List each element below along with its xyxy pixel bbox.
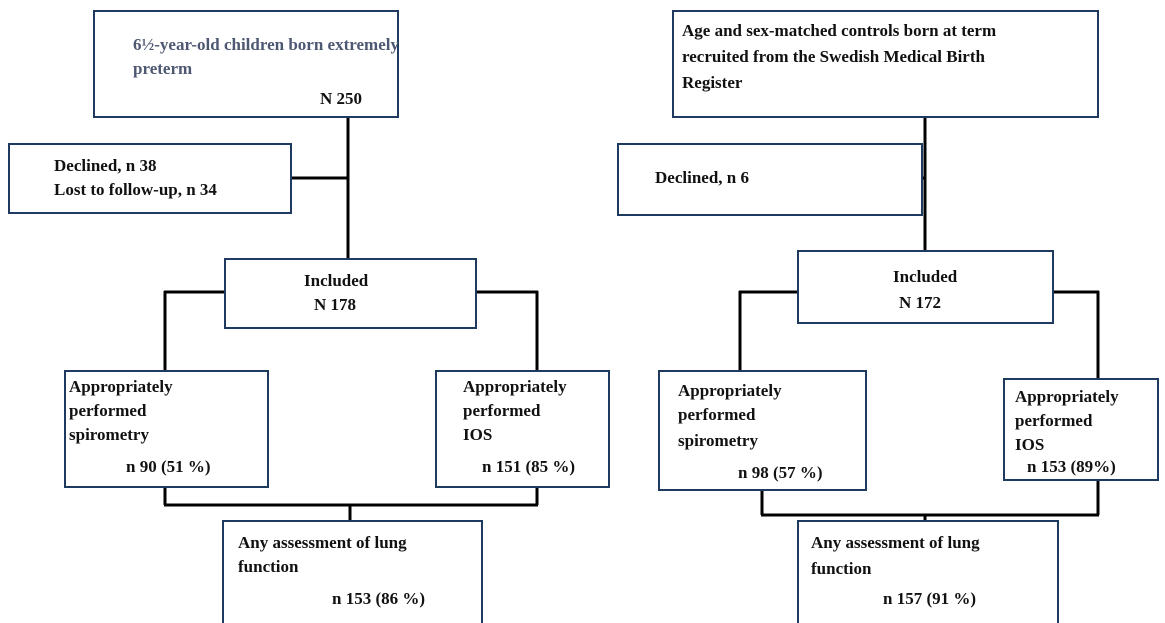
declined-box: Declined, n 6 <box>617 143 923 216</box>
box-text: Age and sex-matched controls born at ter… <box>682 21 997 40</box>
box-text: Declined, n 6 <box>655 168 749 187</box>
box-text: spirometry <box>69 425 149 444</box>
spirometry-box: Appropriately performed spirometry n 90 … <box>64 370 269 488</box>
box-text: performed <box>69 401 147 420</box>
box-text: Included <box>893 267 958 286</box>
ios-box: Appropriately performed IOS n 153 (89%) <box>1003 378 1159 481</box>
box-text: Lost to follow-up, n 34 <box>54 180 217 199</box>
declined-box: Declined, n 38 Lost to follow-up, n 34 <box>8 143 292 214</box>
box-text: Declined, n 38 <box>54 156 157 175</box>
box-text: performed <box>678 405 756 424</box>
box-text: n 151 (85 %) <box>482 457 576 476</box>
box-text: IOS <box>463 425 493 444</box>
box-text: n 90 (51 %) <box>126 457 211 476</box>
box-text: Appropriately <box>678 381 782 400</box>
box-text: function <box>238 557 299 576</box>
any-box: Any assessment of lung function n 157 (9… <box>797 520 1059 623</box>
ios-box: Appropriately performed IOS n 151 (85 %) <box>435 370 610 488</box>
box-text: spirometry <box>678 431 758 450</box>
box-text: Any assessment of lung <box>238 533 407 552</box>
box-text: N 172 <box>899 293 942 312</box>
box-text: Register <box>682 73 743 92</box>
box-text: n 98 (57 %) <box>738 463 823 482</box>
box-text: N 250 <box>320 89 363 108</box>
box-text: n 153 (86 %) <box>332 589 426 608</box>
box-text: performed <box>1015 411 1093 430</box>
box-text: Included <box>304 271 369 290</box>
box-text: preterm <box>133 59 193 78</box>
box-text: function <box>811 559 872 578</box>
box-text: Appropriately <box>1015 387 1119 406</box>
included-box: Included N 178 <box>224 258 477 329</box>
box-text: 6½-year-old children born extremely <box>133 35 399 54</box>
box-text: recruited from the Swedish Medical Birth <box>682 47 985 66</box>
box-text: n 157 (91 %) <box>883 589 977 608</box>
included-box: Included N 172 <box>797 250 1054 324</box>
spirometry-box: Appropriately performed spirometry n 98 … <box>658 370 867 491</box>
box-text: IOS <box>1015 435 1045 454</box>
box-text: Appropriately <box>69 377 173 396</box>
any-box: Any assessment of lung function n 153 (8… <box>222 520 483 623</box>
start-box: Age and sex-matched controls born at ter… <box>672 10 1099 118</box>
box-text: n 153 (89%) <box>1027 457 1116 476</box>
start-box: 6½-year-old children born extremely pret… <box>93 10 399 118</box>
box-text: N 178 <box>314 295 357 314</box>
box-text: Appropriately <box>463 377 567 396</box>
box-text: performed <box>463 401 541 420</box>
box-text: Any assessment of lung <box>811 533 980 552</box>
